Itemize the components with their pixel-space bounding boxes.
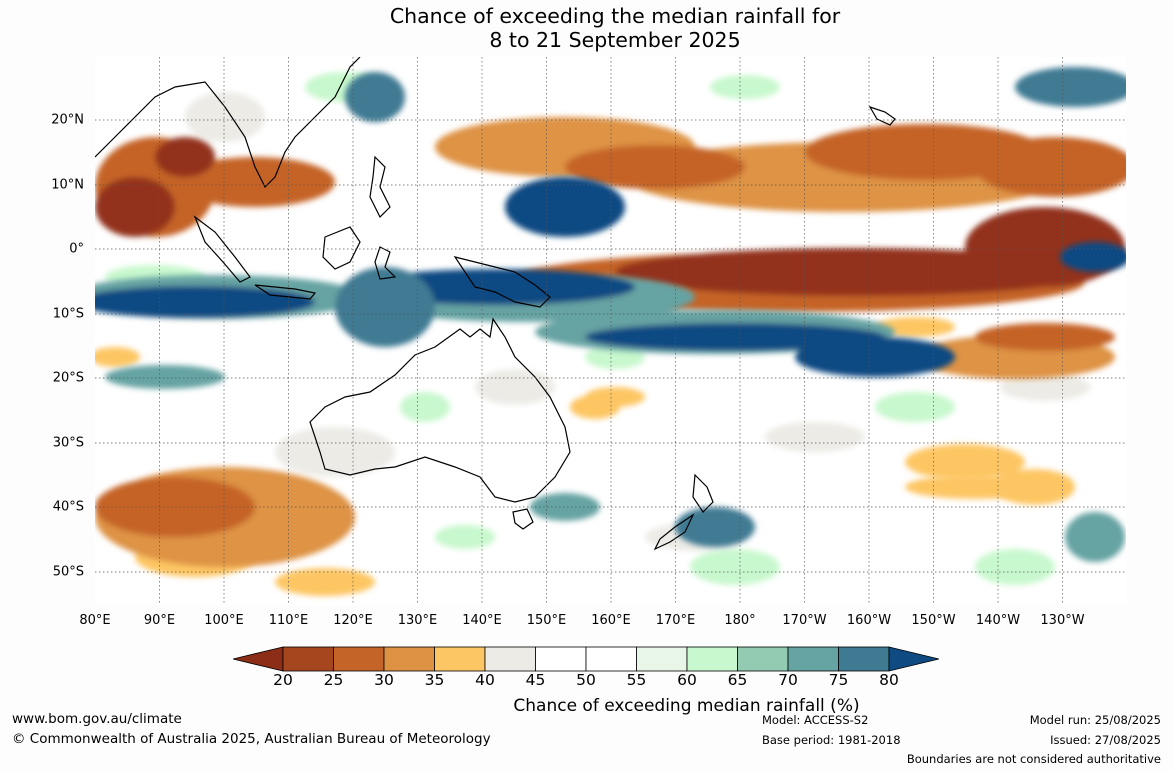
lon-label-150w: 150°W: [911, 613, 956, 628]
tasmania-coastline: [512, 508, 534, 530]
lon-label-150e: 150°E: [526, 613, 567, 628]
lon-label-160e: 160°E: [591, 613, 631, 628]
hawaii-coastline: [868, 105, 896, 126]
lat-label-10s: 10°S: [52, 306, 84, 322]
lon-label-130e: 130°E: [397, 613, 438, 628]
colorbar-tick-50: 50: [576, 671, 596, 689]
map-title: Chance of exceeding the median rainfall …: [0, 4, 1173, 52]
lon-label-80e: 80°E: [79, 613, 111, 628]
lon-label-130w: 130°W: [1040, 613, 1085, 628]
colorbar-bin: [333, 646, 385, 672]
lat-label-40s: 40°S: [52, 499, 84, 515]
australia-coastline: [309, 317, 571, 503]
colorbar-bin: [434, 646, 486, 672]
sumatra-coastline: [193, 215, 251, 283]
colorbar-tick-55: 55: [626, 671, 647, 689]
lat-label-0: 0°: [69, 241, 84, 257]
website-link[interactable]: www.bom.gov.au/climate: [12, 711, 182, 727]
lon-label-180: 180°: [724, 613, 756, 628]
lon-label-140e: 140°E: [462, 613, 502, 628]
colorbar-tick-45: 45: [525, 671, 546, 689]
lat-label-50s: 50°S: [52, 564, 84, 580]
colorbar-bin: [737, 646, 789, 672]
colorbar-below-arrow: [233, 646, 284, 672]
sulawesi-coastline: [374, 246, 397, 280]
lon-label-170e: 170°E: [655, 613, 696, 628]
graticule: [95, 57, 1126, 605]
lon-label-90e: 90°E: [143, 613, 176, 628]
colorbar-tick-40: 40: [475, 671, 495, 689]
colorbar-bin: [282, 646, 334, 672]
base-period: Base period: 1981-2018: [762, 733, 901, 747]
colorbar-title: Chance of exceeding median rainfall (%): [513, 696, 860, 716]
colorbar-tick-30: 30: [374, 671, 394, 689]
lat-label-10n: 10°N: [51, 177, 84, 193]
boundaries-disclaimer: Boundaries are not considered authoritat…: [906, 752, 1161, 766]
lon-label-140w: 140°W: [975, 613, 1021, 628]
colorbar-tick-70: 70: [778, 671, 798, 689]
colorbar-tick-80: 80: [879, 671, 899, 689]
rainfall-outlook-map: [95, 57, 1126, 605]
colorbar-bin: [787, 646, 839, 672]
lon-label-110e: 110°E: [268, 613, 309, 628]
lon-label-100e: 100°E: [204, 613, 244, 628]
colorbar-bin: [535, 646, 587, 672]
colorbar-tick-65: 65: [727, 671, 748, 689]
colorbar-above-arrow: [888, 646, 939, 672]
map-title-line2: 8 to 21 September 2025: [489, 28, 741, 52]
colorbar-tick-60: 60: [677, 671, 697, 689]
new-guinea-coastline: [453, 256, 551, 308]
colorbar-bin: [484, 646, 536, 672]
java-coastline: [254, 284, 317, 300]
lat-label-20n: 20°N: [51, 112, 84, 128]
colorbar-bin: [838, 646, 890, 672]
lat-label-30s: 30°S: [52, 435, 84, 451]
map-title-line1: Chance of exceeding the median rainfall …: [389, 4, 841, 28]
lon-label-170w: 170°W: [782, 613, 827, 628]
new-zealand-south-coastline: [653, 513, 695, 551]
colorbar-bin: [636, 646, 688, 672]
colorbar-tick-20: 20: [273, 671, 293, 689]
colorbar-tick-75: 75: [828, 671, 849, 689]
colorbar-bin: [585, 646, 637, 672]
wet-anomaly-areas: [95, 67, 1126, 562]
colorbar-bin: [686, 646, 738, 672]
colorbar-tick-35: 35: [424, 671, 445, 689]
borneo-coastline: [322, 226, 361, 270]
model-run-date: Model run: 25/08/2025: [1029, 713, 1161, 727]
copyright-text: © Commonwealth of Australia 2025, Austra…: [12, 731, 491, 747]
dry-anomaly-areas: [95, 117, 1126, 567]
asia-coastline: [95, 57, 361, 189]
issued-date: Issued: 27/08/2025: [1050, 733, 1161, 747]
model-name: Model: ACCESS-S2: [762, 713, 869, 727]
colorbar-tick-25: 25: [323, 671, 344, 689]
philippines-coastline: [369, 155, 391, 219]
colorbar: [233, 646, 939, 672]
coastlines: [95, 57, 896, 551]
lat-label-20s: 20°S: [52, 370, 84, 386]
colorbar-bin: [383, 646, 435, 672]
lon-label-160w: 160°W: [846, 613, 892, 628]
lon-label-120e: 120°E: [333, 613, 373, 628]
